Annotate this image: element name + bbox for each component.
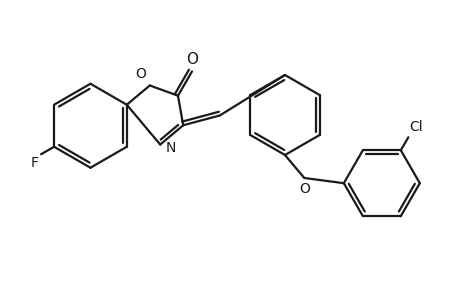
Text: O: O: [185, 52, 197, 68]
Text: F: F: [31, 156, 39, 170]
Text: O: O: [298, 182, 309, 196]
Text: Cl: Cl: [409, 120, 422, 134]
Text: O: O: [134, 68, 146, 82]
Text: N: N: [165, 140, 175, 154]
